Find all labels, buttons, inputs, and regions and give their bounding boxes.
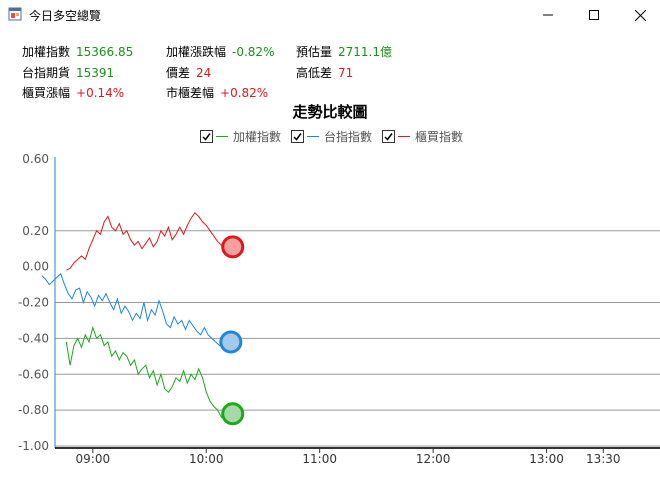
info-estimated-volume: 預估量 2711.1億: [296, 43, 392, 60]
info-label: 台指期貨: [22, 66, 71, 80]
info-label: 高低差: [296, 66, 333, 80]
y-tick-label: -0.60: [18, 367, 49, 381]
info-spread: 價差 24: [166, 64, 211, 81]
info-label: 櫃買漲幅: [22, 86, 71, 100]
series-line: [66, 212, 233, 271]
legend-item-taiex[interactable]: 加權指數: [200, 128, 281, 145]
info-value: 71: [338, 66, 354, 80]
y-tick-label: -0.40: [18, 331, 49, 345]
info-label: 加權漲跌幅: [166, 45, 227, 59]
series-end-marker: [219, 330, 243, 354]
legend-label: 櫃買指數: [415, 130, 464, 144]
legend-swatch: [307, 136, 320, 137]
chart-title: 走勢比較圖: [292, 103, 368, 121]
legend-label: 加權指數: [233, 130, 282, 144]
info-value: -0.82%: [232, 45, 275, 59]
y-tick-label: 0.20: [22, 224, 49, 238]
y-tick-label: -0.80: [18, 403, 49, 417]
checkmark-icon: [384, 133, 393, 141]
legend-item-otc[interactable]: 櫃買指數: [382, 128, 463, 145]
legend-checkbox[interactable]: [200, 130, 213, 143]
window-title: 今日多空總覽: [29, 9, 102, 23]
info-value: 15391: [76, 66, 115, 80]
info-market-otc-diff: 市櫃差幅 +0.82%: [166, 84, 268, 101]
chart-legend: 加權指數 台指指數 櫃買指數: [200, 128, 473, 145]
minimize-button[interactable]: [525, 0, 571, 30]
y-tick-label: 0.60: [22, 152, 49, 166]
info-value: +0.82%: [220, 86, 269, 100]
y-tick-label: -0.20: [18, 296, 49, 310]
series-end-marker: [221, 235, 245, 259]
y-tick-label: -1.00: [18, 439, 49, 453]
legend-checkbox[interactable]: [291, 130, 305, 143]
close-button[interactable]: [617, 0, 660, 30]
series-line: [65, 325, 234, 418]
trend-chart: 0.60 0.20 0.00 -0.20 -0.40 -0.60 -0.80 -1.00 09:…: [18, 152, 660, 466]
app-icon: [8, 7, 22, 21]
maximize-button[interactable]: [571, 0, 617, 30]
maximize-icon: [589, 10, 599, 20]
legend-checkbox[interactable]: [382, 130, 396, 143]
info-otc-change: 櫃買漲幅 +0.14%: [22, 84, 124, 101]
info-taiex-change: 加權漲跌幅 -0.82%: [166, 43, 274, 60]
legend-item-futures[interactable]: 台指指數: [291, 128, 372, 145]
info-label: 價差: [166, 66, 191, 80]
info-value: 24: [196, 66, 212, 80]
info-label: 加權指數: [22, 45, 71, 59]
info-value: +0.14%: [76, 86, 125, 100]
legend-label: 台指指數: [324, 130, 373, 144]
x-tick-label: 12:00: [416, 452, 451, 466]
info-high-low: 高低差 71: [296, 64, 353, 81]
x-tick-label: 11:00: [302, 452, 337, 466]
legend-swatch: [398, 136, 411, 137]
checkmark-icon: [202, 133, 211, 141]
info-label: 市櫃差幅: [166, 86, 215, 100]
x-tick-label: 13:30: [586, 452, 621, 466]
info-label: 預估量: [296, 45, 333, 59]
checkmark-icon: [293, 133, 302, 141]
y-tick-label: 0.00: [22, 260, 49, 274]
series-line: [41, 272, 232, 348]
x-tick-label: 13:00: [529, 452, 564, 466]
title-bar: 今日多空總覽: [0, 0, 660, 30]
close-icon: [634, 9, 646, 21]
minimize-icon: [543, 14, 553, 16]
x-tick-label: 09:00: [76, 452, 111, 466]
x-tick-label: 10:00: [189, 452, 224, 466]
info-taiex: 加權指數 15366.85: [22, 43, 133, 60]
series-end-marker: [221, 402, 245, 426]
info-value: 15366.85: [76, 45, 134, 59]
legend-swatch: [216, 136, 228, 137]
info-value: 2711.1億: [338, 45, 393, 59]
info-futures: 台指期貨 15391: [22, 64, 114, 81]
